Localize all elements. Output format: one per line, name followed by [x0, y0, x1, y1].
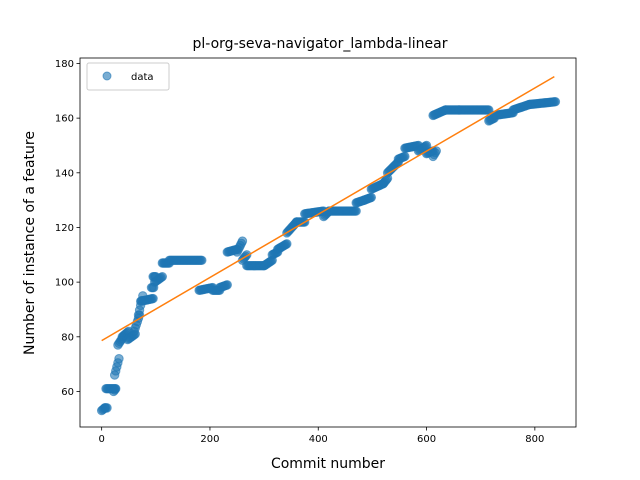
data-point — [366, 192, 377, 203]
data-point — [157, 271, 168, 282]
x-axis-label: Commit number — [271, 456, 385, 472]
legend-marker — [102, 71, 112, 81]
plot-area — [79, 57, 577, 428]
chart-title: pl-org-seva-navigator_lambda-linear — [193, 36, 448, 52]
y-axis: 60 80 100 120 140 160 180 — [55, 59, 80, 398]
y-tick-label: 80 — [61, 332, 74, 343]
data-point — [114, 353, 124, 364]
y-tick-label: 100 — [55, 278, 74, 289]
x-tick-label: 0 — [98, 434, 104, 445]
data-point — [351, 206, 361, 216]
data-point — [111, 384, 121, 394]
fit-line — [101, 75, 555, 342]
x-tick-label: 600 — [417, 434, 436, 445]
legend-box — [86, 62, 170, 91]
x-axis: 0 200 400 600 800 — [98, 427, 544, 445]
data-point — [237, 236, 248, 246]
y-tick-label: 140 — [55, 168, 74, 179]
y-tick-label: 180 — [55, 59, 74, 70]
data-point — [431, 146, 441, 156]
data-point — [197, 255, 207, 265]
y-tick-label: 60 — [61, 387, 74, 398]
data-point — [222, 280, 232, 290]
x-tick-label: 800 — [525, 434, 544, 445]
data-point — [102, 403, 112, 413]
data-point — [400, 151, 410, 162]
legend-label-data: data — [131, 72, 154, 83]
x-tick-label: 400 — [309, 434, 328, 445]
y-axis-label: Number of instance of a feature — [22, 131, 38, 355]
legend: data — [86, 62, 170, 91]
plot-frame — [79, 57, 577, 428]
x-tick-label: 200 — [200, 434, 219, 445]
data-point — [282, 239, 292, 249]
y-tick-label: 160 — [55, 114, 74, 125]
y-tick-label: 120 — [55, 223, 74, 234]
data-point — [550, 97, 561, 107]
data-point — [148, 293, 158, 304]
